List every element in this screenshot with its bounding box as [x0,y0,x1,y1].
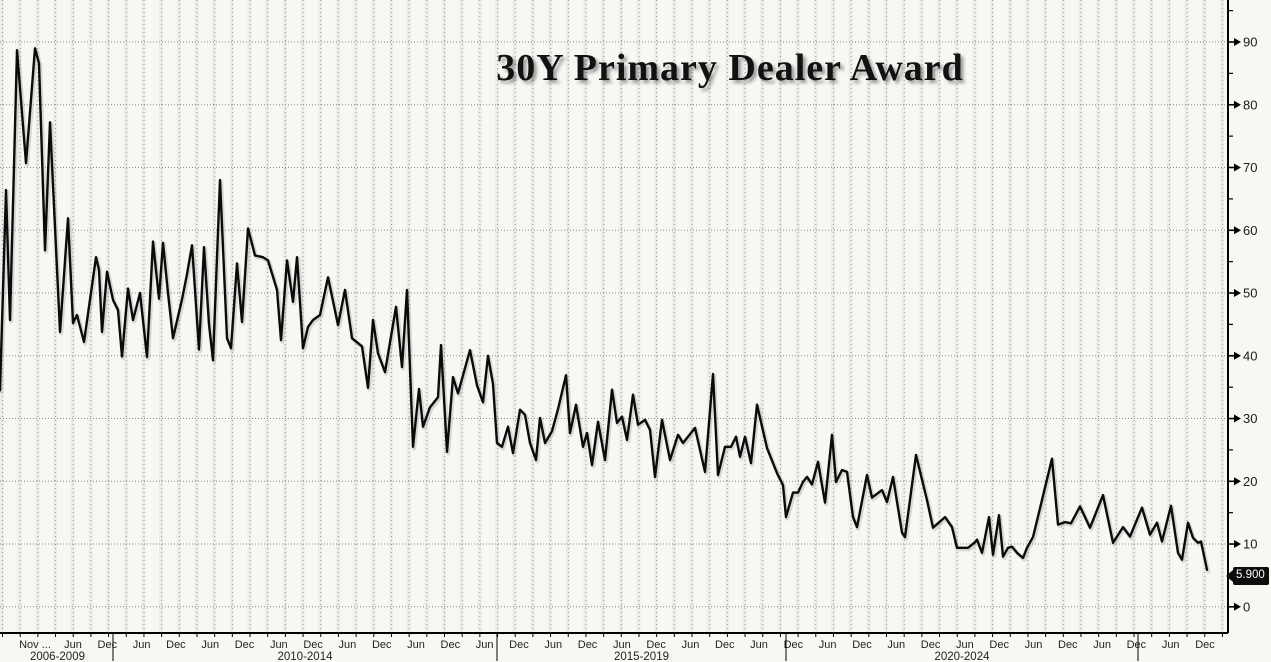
last-value-label: 5.900 [1236,568,1265,581]
x-month-label: Dec [1127,639,1147,651]
y-tick-label: 30 [1243,411,1257,426]
x-month-label: Nov ... [19,639,51,651]
year-group-label: 2015-2019 [614,651,669,662]
x-month-label: Jun [956,639,974,651]
x-month-label: Jun [201,639,219,651]
y-tick-label: 40 [1243,348,1257,363]
year-group-label: 2020-2024 [935,651,991,662]
y-tick-label: 70 [1243,160,1257,175]
y-tick-arrow-icon [1234,289,1241,298]
x-month-label: Jun [887,639,905,651]
y-tick-label: 60 [1243,223,1257,238]
x-month-label: Jun [1025,639,1043,651]
y-tick-label: 0 [1243,599,1250,614]
x-month-label: Dec [715,639,735,651]
x-month-label: Dec [98,639,118,651]
y-tick-arrow-icon [1234,602,1241,611]
x-month-label: Dec [166,639,186,651]
x-month-label: Dec [852,639,872,651]
x-month-label: Dec [372,639,392,651]
x-month-label: Dec [646,639,666,651]
y-tick-label: 10 [1243,537,1257,552]
x-month-label: Dec [1195,639,1215,651]
x-month-label: Jun [819,639,837,651]
y-tick-arrow-icon [1234,351,1241,360]
y-tick-arrow-icon [1234,37,1241,46]
x-month-label: Dec [921,639,941,651]
y-tick-label: 90 [1243,34,1257,49]
year-group-label: 2010-2014 [278,651,334,662]
x-month-label: Jun [682,639,700,651]
y-tick-arrow-icon [1234,414,1241,423]
year-group-label: 2006-2009 [30,651,85,662]
x-month-label: Jun [750,639,768,651]
x-month-label: Jun [407,639,425,651]
series-line-shadow [0,47,1211,574]
y-tick-arrow-icon [1234,226,1241,235]
x-month-label: Dec [303,639,323,651]
x-month-label: Jun [1162,639,1180,651]
y-tick-arrow-icon [1234,163,1241,172]
x-month-label: Jun [476,639,494,651]
x-month-label: Dec [509,639,529,651]
y-tick-arrow-icon [1234,540,1241,549]
x-month-label: Jun [544,639,562,651]
y-tick-arrow-icon [1234,477,1241,486]
x-month-label: Jun [613,639,631,651]
y-tick-arrow-icon [1234,100,1241,109]
y-tick-label: 80 [1243,97,1257,112]
plot-background-stripes [0,0,1228,633]
x-month-label: Jun [339,639,357,651]
chart-title: 30Y Primary Dealer Award [496,47,964,89]
x-month-label: Jun [270,639,288,651]
x-month-label: Dec [989,639,1009,651]
y-tick-label: 50 [1243,286,1257,301]
x-month-label: Jun [64,639,82,651]
x-month-label: Dec [784,639,804,651]
x-month-label: Jun [1093,639,1111,651]
x-month-label: Dec [578,639,598,651]
last-value-tag: 5.900 [1226,566,1269,585]
y-tick-label: 20 [1243,474,1257,489]
last-value-tag-arrow-icon [1226,569,1233,582]
x-month-label: Jun [133,639,151,651]
x-month-label: Dec [235,639,255,651]
x-month-label: Dec [1058,639,1078,651]
x-month-label: Dec [441,639,461,651]
series-line [0,47,1209,571]
